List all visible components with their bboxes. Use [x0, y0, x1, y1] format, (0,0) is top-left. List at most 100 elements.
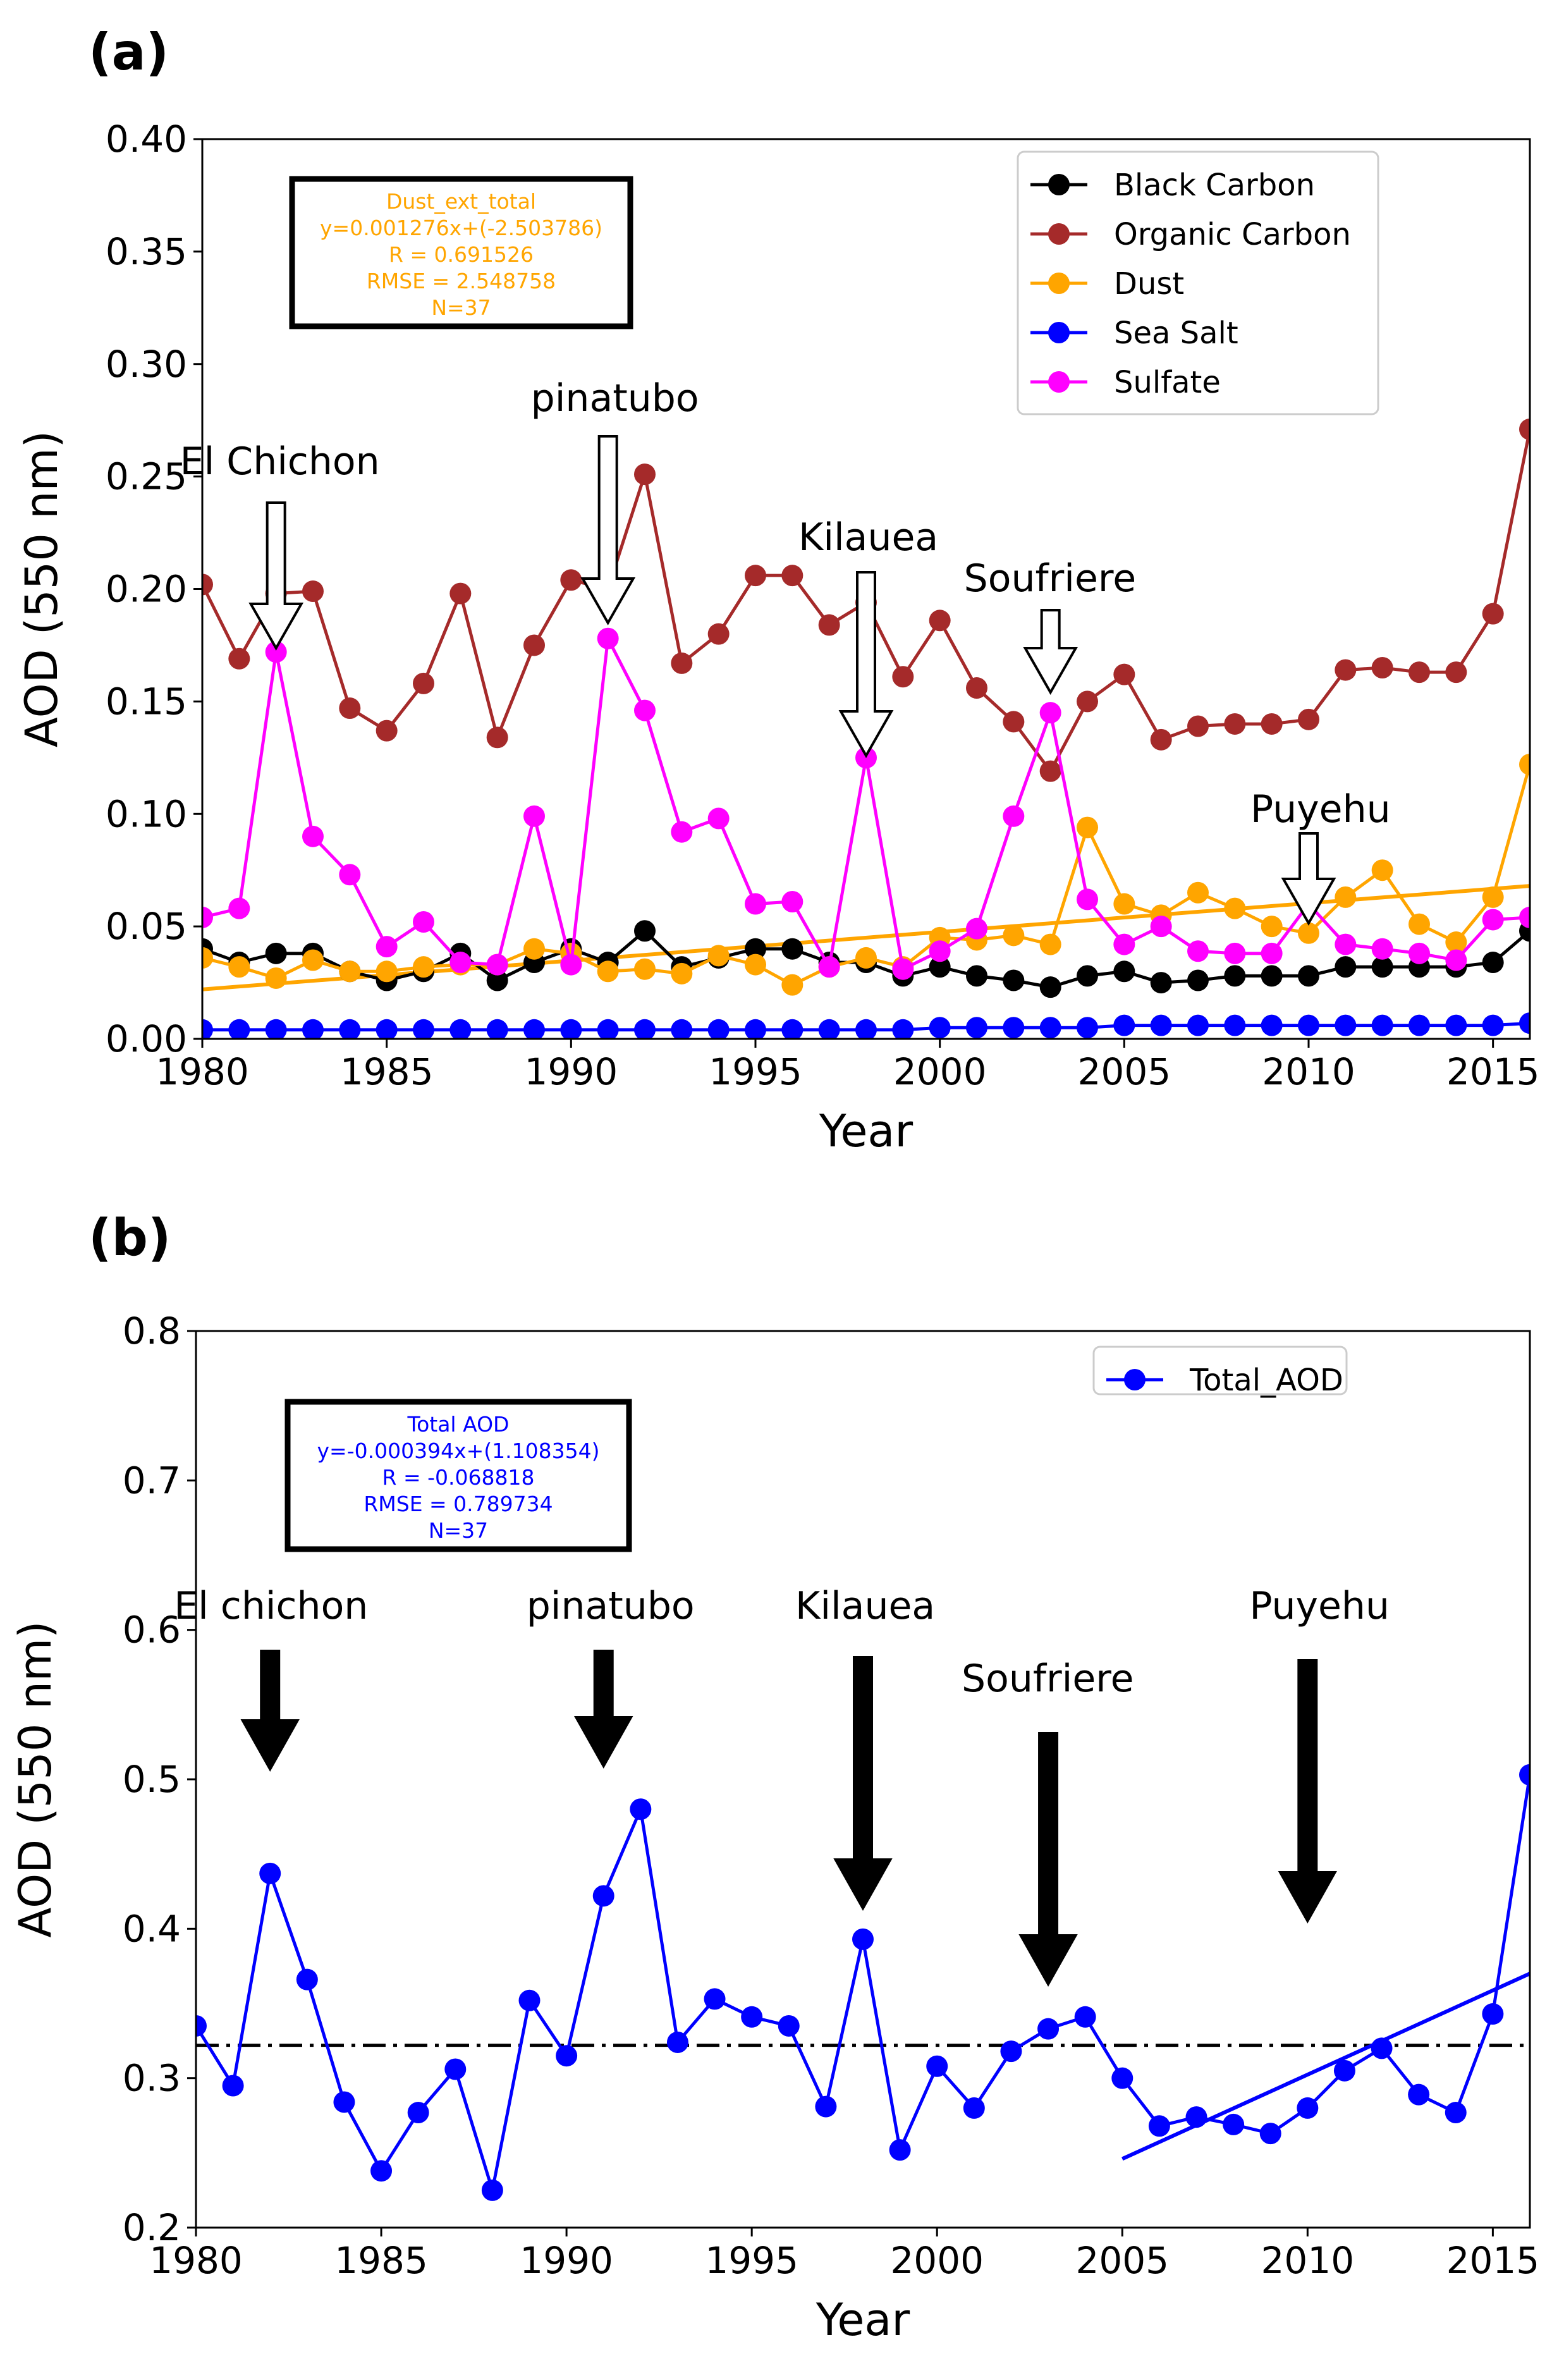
data-point-sulfate [1003, 805, 1025, 827]
data-point-sea-salt [855, 1019, 877, 1039]
data-point-sulfate [966, 917, 987, 940]
data-point-dust [1113, 893, 1135, 915]
y-tick-label: 0.20 [106, 568, 187, 611]
data-point-sulfate [1445, 949, 1467, 971]
data-point-dust [302, 949, 324, 971]
data-point-sea-salt [671, 1019, 693, 1039]
legend-label: Sea Salt [1114, 316, 1238, 351]
stats-line: Total AOD [407, 1412, 510, 1437]
data-point-total-aod [815, 2095, 837, 2118]
annotation-arrow [248, 501, 304, 651]
data-point-total-aod [296, 1968, 318, 1990]
panel-label: (b) [89, 1208, 171, 1267]
data-point-black-carbon [1003, 969, 1025, 991]
data-point-dust [376, 960, 398, 983]
data-point-black-carbon [966, 965, 987, 987]
y-tick-label: 0.5 [123, 1758, 181, 1801]
data-point-organic-carbon [892, 666, 914, 688]
x-tick-label: 2015 [1446, 1050, 1540, 1093]
data-point-sulfate [634, 699, 656, 721]
x-axis-label: Year [816, 2294, 910, 2346]
data-point-dust [1445, 931, 1467, 954]
data-point-organic-carbon [707, 623, 730, 645]
panel-b: (b) 1980 1985 1990 1995 2000 2005 2010 2015 0.2 0.… [9, 1208, 1539, 2346]
data-point-total-aod [1519, 1764, 1530, 1786]
data-point-dust [1335, 886, 1357, 908]
data-point-dust [413, 956, 434, 978]
data-point-organic-carbon [1261, 713, 1283, 735]
data-point-black-carbon [1187, 969, 1209, 991]
legend-swatch-marker [1048, 371, 1070, 393]
data-point-organic-carbon [1039, 760, 1061, 782]
data-point-organic-carbon [1298, 708, 1319, 730]
panel-label: (a) [89, 23, 169, 82]
legend-label: Sulfate [1114, 365, 1221, 400]
data-point-organic-carbon [376, 720, 398, 742]
data-point-total-aod [1445, 2102, 1467, 2124]
data-point-total-aod [963, 2097, 985, 2119]
data-point-organic-carbon [1445, 661, 1467, 684]
data-point-organic-carbon [1150, 728, 1172, 751]
data-point-black-carbon [1150, 972, 1172, 994]
data-point-sea-salt [966, 1017, 987, 1039]
data-point-sea-salt [1335, 1014, 1357, 1036]
stats-line: R = -0.068818 [382, 1465, 535, 1490]
data-point-total-aod [1297, 2097, 1319, 2119]
data-point-total-aod [1408, 2083, 1430, 2106]
data-point-sea-salt [560, 1019, 582, 1039]
data-point-organic-carbon [671, 652, 693, 674]
legend-box [1017, 150, 1379, 415]
legend-swatch-marker [1048, 223, 1070, 245]
data-point-sea-salt [1077, 1017, 1098, 1039]
data-point-dust [202, 947, 213, 969]
data-point-organic-carbon [1187, 715, 1209, 737]
stats-box [289, 176, 633, 329]
annotation-label: Puyehu [1249, 1584, 1390, 1628]
data-point-total-aod [333, 2091, 355, 2113]
data-point-black-carbon [1039, 976, 1061, 998]
data-point-organic-carbon [523, 634, 545, 656]
data-point-sulfate [449, 952, 472, 974]
data-point-sulfate [560, 954, 582, 976]
data-point-sea-salt [449, 1019, 472, 1039]
y-tick-label: 0.00 [106, 1017, 187, 1060]
annotation-label: Soufriere [962, 1657, 1133, 1701]
data-point-total-aod [630, 1798, 652, 1820]
data-point-sea-salt [818, 1019, 840, 1039]
data-point-sulfate [597, 627, 619, 649]
legend-label: Dust [1114, 266, 1184, 302]
data-point-total-aod [1037, 2018, 1060, 2040]
trend-line [1121, 1972, 1530, 2161]
data-point-total-aod [481, 2179, 503, 2201]
data-point-sulfate [1187, 940, 1209, 962]
legend-label: Organic Carbon [1114, 217, 1351, 252]
data-point-black-carbon [1113, 960, 1135, 983]
data-point-sea-salt [1187, 1014, 1209, 1036]
data-point-sea-salt [302, 1019, 324, 1039]
data-point-sea-salt [1371, 1014, 1393, 1036]
data-point-sulfate [929, 940, 951, 962]
stats-line: Dust_ext_total [386, 189, 536, 214]
data-point-organic-carbon [634, 463, 656, 486]
data-point-sea-salt [523, 1019, 545, 1039]
annotation-label: El Chichon [180, 439, 380, 484]
x-tick-label: 1985 [340, 1050, 434, 1093]
legend-box [1092, 1346, 1348, 1395]
data-point-dust [781, 974, 803, 996]
annotation-label: Soufriere [964, 556, 1136, 601]
data-point-organic-carbon [1482, 603, 1504, 625]
data-point-total-aod [1074, 2006, 1096, 2028]
data-point-dust [1519, 753, 1530, 775]
data-point-sulfate [781, 890, 803, 912]
data-point-organic-carbon [1408, 661, 1430, 684]
x-tick-label: 2005 [1075, 2239, 1169, 2282]
y-tick-label: 0.10 [106, 792, 187, 835]
data-point-dust [1298, 922, 1319, 944]
data-point-total-aod [196, 2015, 207, 2037]
data-point-sea-salt [1519, 1012, 1530, 1034]
annotation-arrow [1278, 1659, 1338, 1924]
stats-box [284, 1399, 632, 1552]
data-point-organic-carbon [966, 677, 987, 699]
data-point-sulfate [1371, 938, 1393, 960]
